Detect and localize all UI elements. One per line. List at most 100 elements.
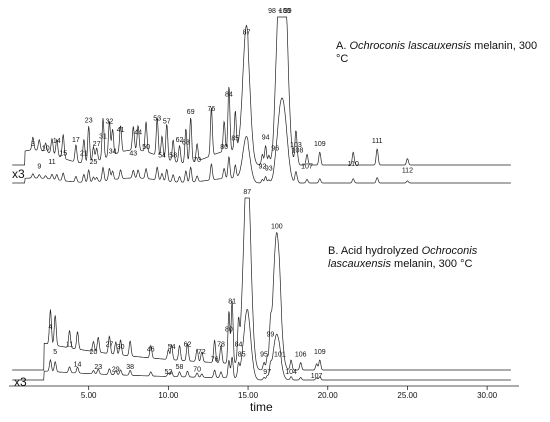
peak-label: 111	[372, 138, 383, 145]
peak-label: 80	[220, 144, 228, 151]
peak-label: 106	[295, 352, 307, 359]
peak-label: 84	[225, 92, 233, 99]
peak-label: 78	[217, 342, 225, 349]
x-tick-label: 10.00	[158, 391, 179, 400]
peak-label: 57	[163, 119, 171, 126]
peak-label: 104	[285, 369, 297, 376]
peak-label: 101	[274, 352, 286, 359]
peak-label: 80	[225, 327, 233, 334]
x-tick-label: 25.00	[397, 391, 418, 400]
peak-label: 21	[80, 150, 88, 157]
peak-label: 92	[259, 163, 267, 170]
panel-b-title-prefix: B. Acid hydrolyzed	[328, 245, 422, 257]
panel-b-title-suffix: melanin, 300 °C	[390, 258, 473, 270]
x-tick-label: 5.00	[81, 391, 97, 400]
peak-label: 68	[182, 140, 190, 147]
peak-label: 11	[48, 159, 55, 166]
peak-label: 109	[314, 349, 326, 356]
peak-label: 5	[53, 349, 57, 356]
panel-a-trace-unscaled	[12, 97, 511, 184]
peak-label: 85	[238, 352, 246, 359]
peak-label: 17	[72, 137, 80, 144]
peak-label: 25	[90, 159, 98, 166]
peak-label: 53	[153, 115, 161, 122]
peak-label: 107	[301, 163, 313, 170]
peak-label: 62	[184, 342, 192, 349]
panel-b-title: B. Acid hydrolyzed Ochroconis lascauxens…	[328, 245, 528, 271]
peak-label: 87	[243, 30, 251, 37]
peak-label: 58	[169, 153, 177, 160]
peak-label: 30	[117, 344, 125, 351]
peak-label: 50	[142, 144, 150, 151]
peak-label: 87	[243, 189, 251, 196]
peak-label: 84	[235, 342, 243, 349]
peak-label: 72	[198, 349, 206, 356]
peak-label: 27	[106, 342, 114, 349]
peak-label: 52	[165, 369, 173, 376]
peak-label: 10	[42, 145, 50, 152]
peak-label: 100	[271, 224, 283, 231]
peak-label: 76	[208, 106, 216, 113]
peak-label: 62	[176, 137, 184, 144]
x-axis-layer: 5.00 10.00 15.00 20.00 25.00 30.00	[9, 385, 519, 400]
peak-label: 98 + 99	[268, 8, 292, 15]
peak-label: 4	[48, 324, 52, 331]
peak-label: 97	[263, 369, 271, 376]
peak-label: 41	[117, 127, 125, 134]
panel-a-title-prefix: A.	[336, 40, 350, 52]
panel-a-trace	[12, 16, 511, 166]
panel-b-layer: 4 5 11 14 20 23 27 29 30 38 46 52 54 58 62 70 72 76 78 80 81…	[12, 189, 511, 381]
panel-b-trace-unscaled	[12, 308, 511, 381]
peak-label: 44	[134, 129, 142, 136]
peak-label: 107	[311, 373, 323, 380]
peak-label: 23	[94, 364, 102, 371]
peak-label: 32	[106, 119, 114, 126]
panel-a-scale-label: x3	[12, 167, 25, 181]
x-axis-title: time	[250, 400, 273, 414]
x-tick-label: 20.00	[318, 391, 339, 400]
peak-label: 81	[228, 299, 236, 306]
peak-label: 112	[402, 168, 413, 175]
peak-label: 108	[292, 148, 304, 155]
panel-b-title-species: Ochroconis lascauxensis	[328, 245, 478, 270]
peak-label: 15	[59, 150, 67, 157]
peak-label: 46	[147, 347, 155, 354]
peak-label: 69	[187, 109, 195, 116]
peak-label: 96	[271, 145, 279, 152]
peak-label: 34	[109, 148, 117, 155]
peak-label: 27	[93, 141, 101, 148]
panel-a-title-species: Ochroconis lascauxensis	[349, 40, 472, 52]
peak-label: 103	[290, 142, 302, 149]
peak-label: 31	[99, 133, 107, 140]
peak-label: 76	[211, 357, 219, 364]
peak-label: 54	[168, 344, 176, 351]
peak-label: 110	[348, 161, 359, 168]
peak-label: 54	[158, 153, 166, 160]
panel-b-scale-label: x3	[14, 375, 27, 389]
peak-label: 99	[267, 332, 275, 339]
peak-label: 70	[193, 367, 201, 374]
peak-label: 93	[265, 165, 273, 172]
peak-label: 38	[126, 364, 134, 371]
peak-label: 14	[53, 138, 61, 145]
peak-label: 9	[37, 163, 41, 170]
peak-label: 20	[90, 349, 98, 356]
panel-a-title: A. Ochroconis lascauxensis melanin, 300 …	[336, 40, 550, 66]
peak-label: 29	[112, 367, 120, 374]
peak-label: 14	[74, 362, 82, 369]
peak-label: 100	[279, 8, 291, 15]
peak-label: 95	[260, 352, 268, 359]
x-tick-label: 15.00	[238, 391, 259, 400]
peak-label: 11	[66, 342, 73, 349]
peak-label: 109	[314, 141, 326, 148]
x-tick-label: 30.00	[477, 391, 498, 400]
peak-label: 70	[193, 157, 201, 164]
peak-label: 58	[176, 364, 184, 371]
peak-label: 85	[231, 135, 239, 142]
peak-label: 23	[85, 118, 93, 125]
peak-label: 3	[31, 141, 35, 148]
peak-label: 94	[262, 135, 270, 142]
peak-label: 43	[129, 150, 137, 157]
